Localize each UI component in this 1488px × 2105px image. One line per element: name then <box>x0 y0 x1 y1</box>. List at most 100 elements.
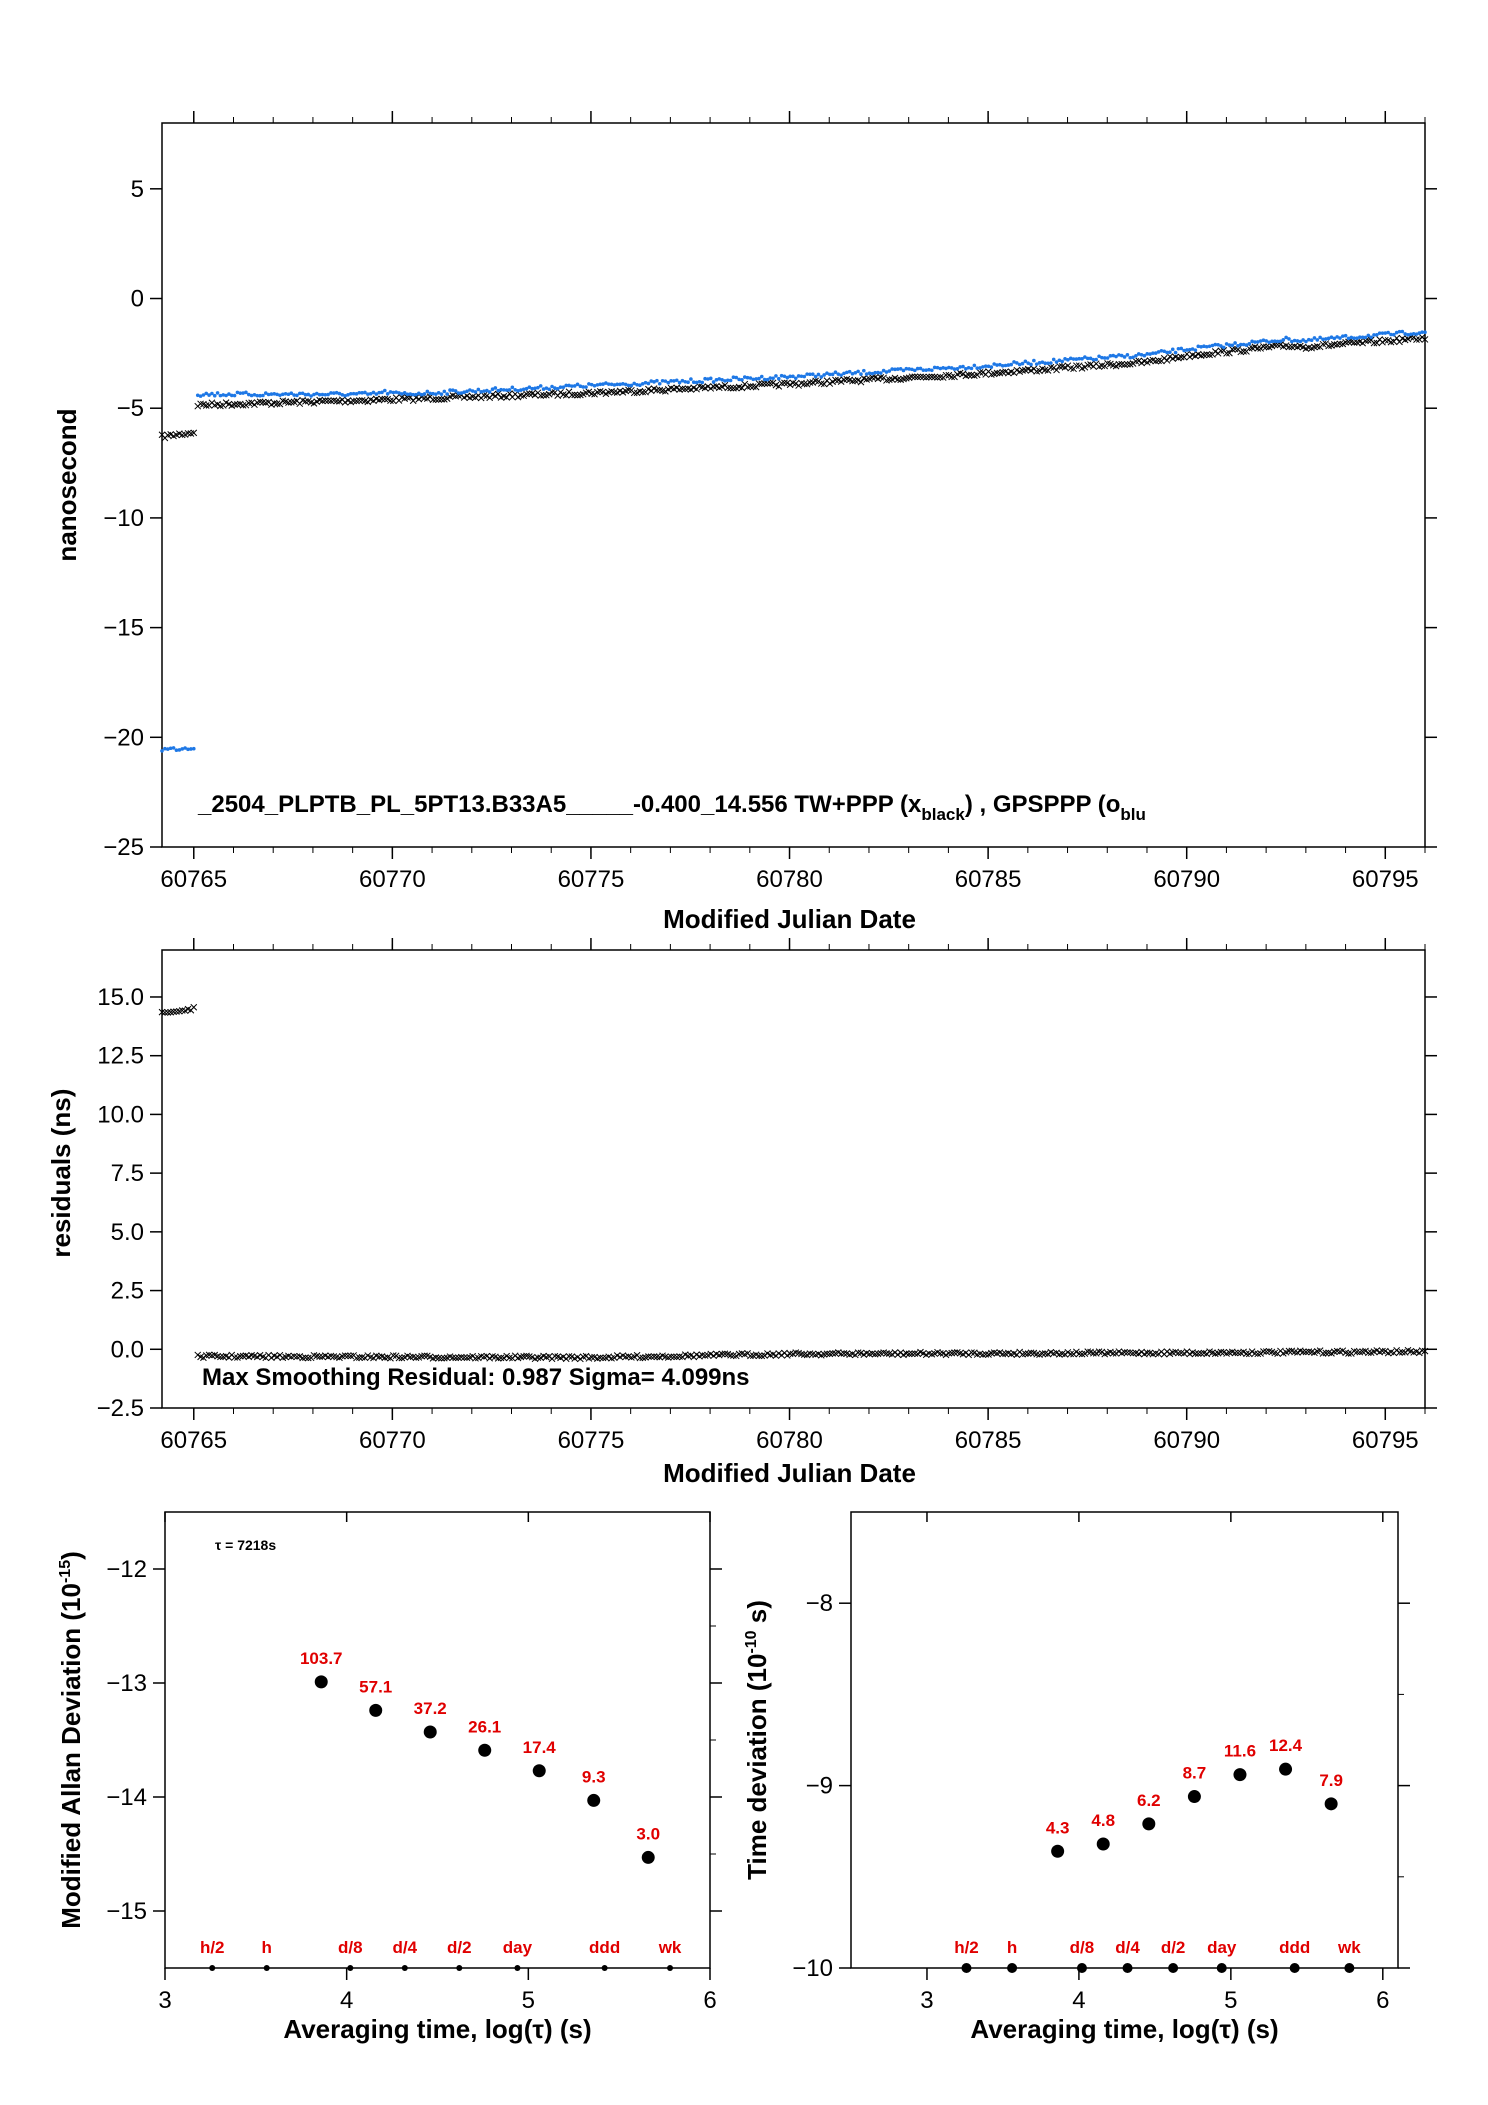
deviation-points: 103.7 57.1 37.2 26.1 17.4 9.3 3.0 <box>300 1649 660 1864</box>
data-point-o <box>171 746 176 750</box>
data-point-o <box>235 390 240 395</box>
deviation-point-label: 37.2 <box>414 1699 447 1718</box>
data-point-o <box>584 385 588 389</box>
data-point-x <box>647 1353 655 1361</box>
data-point-x <box>854 1349 862 1357</box>
data-point-o <box>1182 348 1186 353</box>
data-point-o <box>1083 355 1087 359</box>
y-tick-label: 10.0 <box>97 1101 144 1128</box>
data-point-o <box>1173 350 1178 355</box>
data-point-x <box>287 398 295 406</box>
x-tick-label: 5 <box>1224 1987 1237 2014</box>
data-point-o <box>785 375 790 380</box>
data-point-o <box>536 385 540 390</box>
data-point-o <box>414 392 418 397</box>
data-point-o <box>825 371 829 375</box>
data-point-o <box>1236 344 1240 348</box>
time-offset-series <box>158 329 1429 753</box>
data-point-o <box>1145 352 1150 356</box>
data-point-o <box>1383 331 1388 335</box>
data-point-o <box>244 390 248 395</box>
data-point-o <box>740 377 744 382</box>
data-point-x <box>1339 1347 1347 1355</box>
data-point-x <box>1240 348 1247 355</box>
data-point-o <box>1204 344 1209 349</box>
data-point-o <box>762 377 767 382</box>
data-point-x <box>545 390 553 398</box>
data-point-x <box>823 1350 831 1358</box>
data-point-o <box>1270 339 1274 344</box>
data-point-o <box>165 747 170 751</box>
data-point-x <box>1260 1348 1267 1355</box>
x-axis-title: Averaging time, log(τ) (s) <box>970 2014 1278 2044</box>
data-point-o <box>1224 342 1229 346</box>
data-point-o <box>703 376 707 381</box>
data-point-o <box>1057 358 1062 363</box>
data-point-x <box>491 392 499 400</box>
data-point-o <box>1060 359 1065 364</box>
data-point-x <box>316 1353 323 1361</box>
data-point-o <box>306 392 311 397</box>
data-point-o <box>570 384 574 388</box>
data-point-x <box>324 397 332 405</box>
data-point-o <box>479 389 483 394</box>
data-point-o <box>904 366 909 371</box>
data-point-x <box>565 1353 573 1360</box>
data-point-o <box>978 366 982 370</box>
data-point-x <box>968 1349 975 1356</box>
data-point-x <box>1061 1350 1069 1358</box>
data-point-o <box>1199 345 1203 349</box>
data-point-o <box>1230 343 1235 348</box>
data-point-o <box>632 381 637 386</box>
data-point-x <box>1413 336 1420 344</box>
data-point-x <box>599 1354 607 1362</box>
data-point-o <box>1159 348 1164 353</box>
data-point-o <box>1380 331 1385 335</box>
data-point-x <box>1073 1348 1080 1356</box>
data-point-o <box>592 383 597 388</box>
data-point-o <box>394 390 398 394</box>
data-point-x <box>1075 1350 1083 1358</box>
data-point-o <box>765 377 770 382</box>
data-point-o <box>742 375 747 379</box>
data-point-o <box>734 375 739 380</box>
data-point-o <box>445 392 449 396</box>
data-point-o <box>195 393 200 398</box>
data-point-o <box>1066 358 1070 362</box>
data-point-o <box>1207 344 1212 349</box>
reference-mark <box>209 1965 216 1971</box>
data-point-o <box>289 391 294 396</box>
data-point-x <box>500 1354 508 1362</box>
reference-mark <box>1122 1963 1133 1973</box>
data-point-o <box>638 383 642 388</box>
legend-text: _2504_PLPTB_PL_5PT13.B33A5_____-0.400_14… <box>197 791 922 818</box>
x-axis: 3 4 5 6 <box>920 1968 1389 2014</box>
data-point-x <box>494 390 502 398</box>
data-point-o <box>910 367 914 372</box>
data-point-o <box>496 388 500 393</box>
y-tick-label: −15 <box>106 1898 147 1925</box>
y-axis-title: Modified Allan Deviation (10-15) <box>56 1551 86 1929</box>
data-point-o <box>340 392 345 397</box>
data-point-o <box>1020 361 1025 366</box>
data-point-o <box>966 365 971 370</box>
data-point-o <box>887 369 892 373</box>
data-point-o <box>1255 340 1260 344</box>
data-point-o <box>1241 342 1246 347</box>
data-point-o <box>431 391 435 396</box>
data-point-x <box>639 388 647 396</box>
data-point-o <box>527 385 532 389</box>
data-point-o <box>1017 362 1022 367</box>
data-point-o <box>1375 332 1379 337</box>
data-point-o <box>995 363 999 367</box>
data-point-o <box>320 392 325 397</box>
data-point-x <box>710 383 717 390</box>
data-point-x <box>894 1351 902 1358</box>
reference-mark-label: h/2 <box>200 1938 225 1957</box>
data-point-o <box>774 374 778 378</box>
data-point-x <box>588 1353 596 1361</box>
data-point-o <box>660 378 665 383</box>
reference-mark-label: d/8 <box>338 1938 363 1957</box>
reference-mark <box>961 1963 972 1973</box>
data-point-o <box>1292 338 1297 343</box>
